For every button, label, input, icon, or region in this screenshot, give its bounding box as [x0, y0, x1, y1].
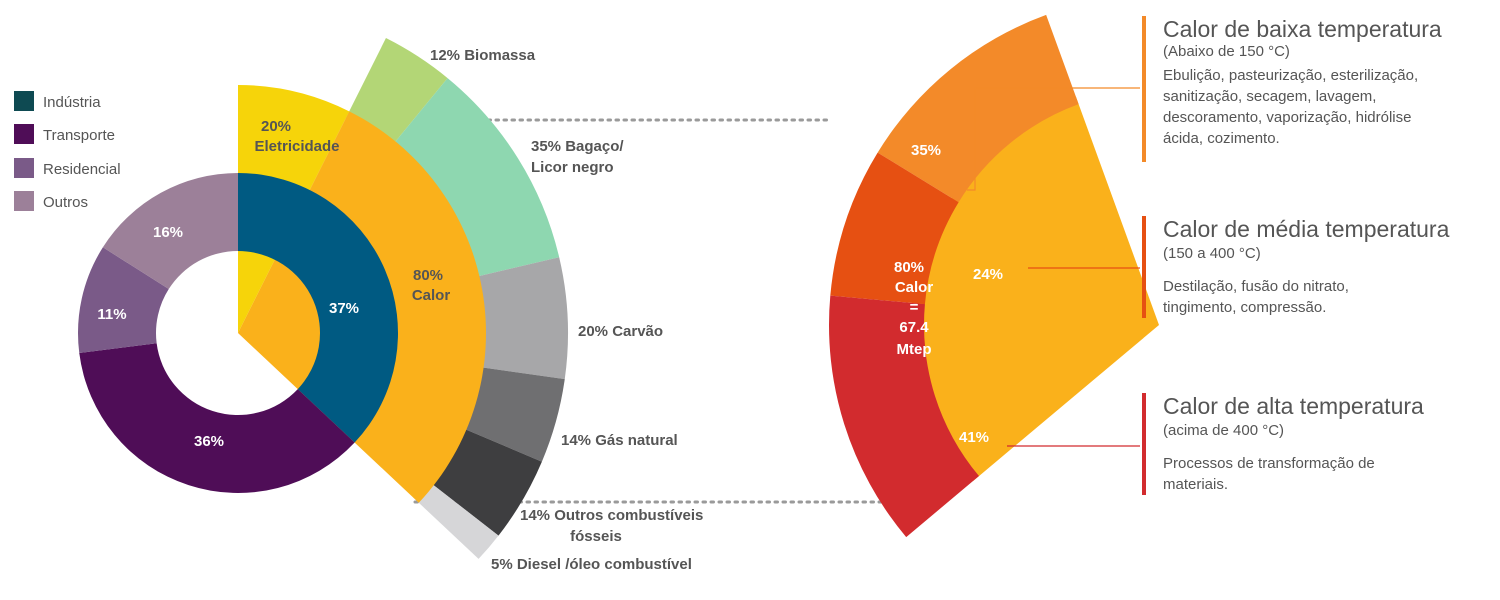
heat-center-line2: =: [910, 299, 919, 316]
temp-label-media: 24%: [973, 266, 1003, 283]
heat-temperature-labels: 35% 24% 41%: [911, 142, 1003, 446]
label-calor-pct: 80%: [413, 267, 443, 284]
label-biomassa: 12% Biomassa: [430, 47, 536, 64]
legend-swatch-residencial: [14, 158, 34, 178]
temp-label-baixa: 35%: [911, 142, 941, 159]
source-slice-14-outros-combustiveis-fosseis: [427, 426, 542, 536]
heat-sources-ring: [345, 38, 568, 559]
legend-label-transporte: Transporte: [43, 127, 115, 144]
panel-baixa-range: (Abaixo de 150 °C): [1163, 43, 1290, 60]
legend-swatch-outros: [14, 191, 34, 211]
donut-slice-transporte: [79, 343, 355, 494]
sector-label-transporte: 36%: [194, 433, 224, 450]
donut-slice-outros: [102, 173, 238, 290]
source-slice-14-gas-natural: [458, 366, 565, 462]
sector-label-residencial: 11%: [97, 306, 126, 323]
legend-swatch-transporte: [14, 124, 34, 144]
panel-alta-title: Calor de alta temperatura: [1163, 393, 1424, 419]
leader-baixa: [967, 87, 1140, 191]
panel-alta-bar: [1142, 393, 1146, 495]
source-slice-20-carvao: [471, 257, 568, 380]
source-slice-5-diesel-oleo-combustivel: [412, 480, 499, 559]
heat-center-line3: 67.4: [899, 319, 929, 336]
source-slice-35-bagaco-licor-negro: [390, 78, 560, 278]
heat-temperature-ring: [829, 14, 1159, 538]
panel-media-range: (150 a 400 °C): [1163, 245, 1261, 262]
heat-center-pct: 80%: [894, 259, 924, 276]
panel-baixa-desc: Ebulição, pasteurização, esterilização, …: [1163, 67, 1419, 147]
heat-center-line1: Calor: [895, 279, 934, 296]
panel-media-bar: [1142, 216, 1146, 318]
sectors-donut: [78, 173, 398, 494]
label-carvao: 20% Carvão: [578, 323, 663, 340]
temp-slice-2: [829, 295, 979, 538]
legend-swatch-industria: [14, 91, 34, 111]
label-outros-fosseis-line1: 14% Outros combustíveis: [520, 507, 703, 524]
label-calor-name: Calor: [412, 287, 451, 304]
donut-slice-residencial: [78, 247, 169, 354]
legend-label-residencial: Residencial: [43, 161, 121, 178]
label-diesel: 5% Diesel /óleo combustível: [491, 556, 692, 573]
temp-slice-1: [830, 152, 959, 305]
panel-baixa-title: Calor de baixa temperatura: [1163, 16, 1442, 42]
sector-label-outros: 16%: [153, 224, 183, 241]
source-slice-12-biomassa: [345, 38, 448, 148]
legend-label-outros: Outros: [43, 194, 88, 211]
label-gas-natural: 14% Gás natural: [561, 432, 678, 449]
panel-alta-desc: Processos de transformação de materiais.: [1163, 455, 1375, 493]
heat-center-sector: [915, 96, 1159, 482]
panel-media-title: Calor de média temperatura: [1163, 216, 1450, 242]
panel-baixa-bar: [1142, 16, 1146, 162]
sector-labels: 37% 36% 11% 16%: [97, 224, 359, 450]
label-eletricidade-pct: 20%: [261, 118, 291, 135]
industry-use-labels: 20% Eletricidade 80% Calor: [254, 118, 450, 304]
temp-slice-0: [877, 14, 1079, 203]
temp-label-alta: 41%: [959, 429, 989, 446]
heat-center-labels: 80% Calor = 67.4 Mtep: [894, 259, 933, 358]
legend-label-industria: Indústria: [43, 94, 101, 111]
heat-center-line4: Mtep: [897, 341, 932, 358]
label-eletricidade-name: Eletricidade: [254, 138, 339, 155]
panel-alta-range: (acima de 400 °C): [1163, 422, 1285, 439]
label-bagaco-line1: 35% Bagaço/: [531, 138, 624, 155]
panel-media-desc: Destilação, fusão do nitrato, tingimento…: [1163, 278, 1349, 316]
label-bagaco-line2: Licor negro: [531, 159, 614, 176]
sector-label-industria: 37%: [329, 300, 359, 317]
donut-slice-industria: [238, 173, 398, 443]
label-outros-fosseis-line2: fósseis: [570, 528, 622, 545]
heat-source-labels: 12% Biomassa 35% Bagaço/ Licor negro 20%…: [430, 47, 703, 573]
legend: Indústria Transporte Residencial Outros: [14, 91, 121, 211]
